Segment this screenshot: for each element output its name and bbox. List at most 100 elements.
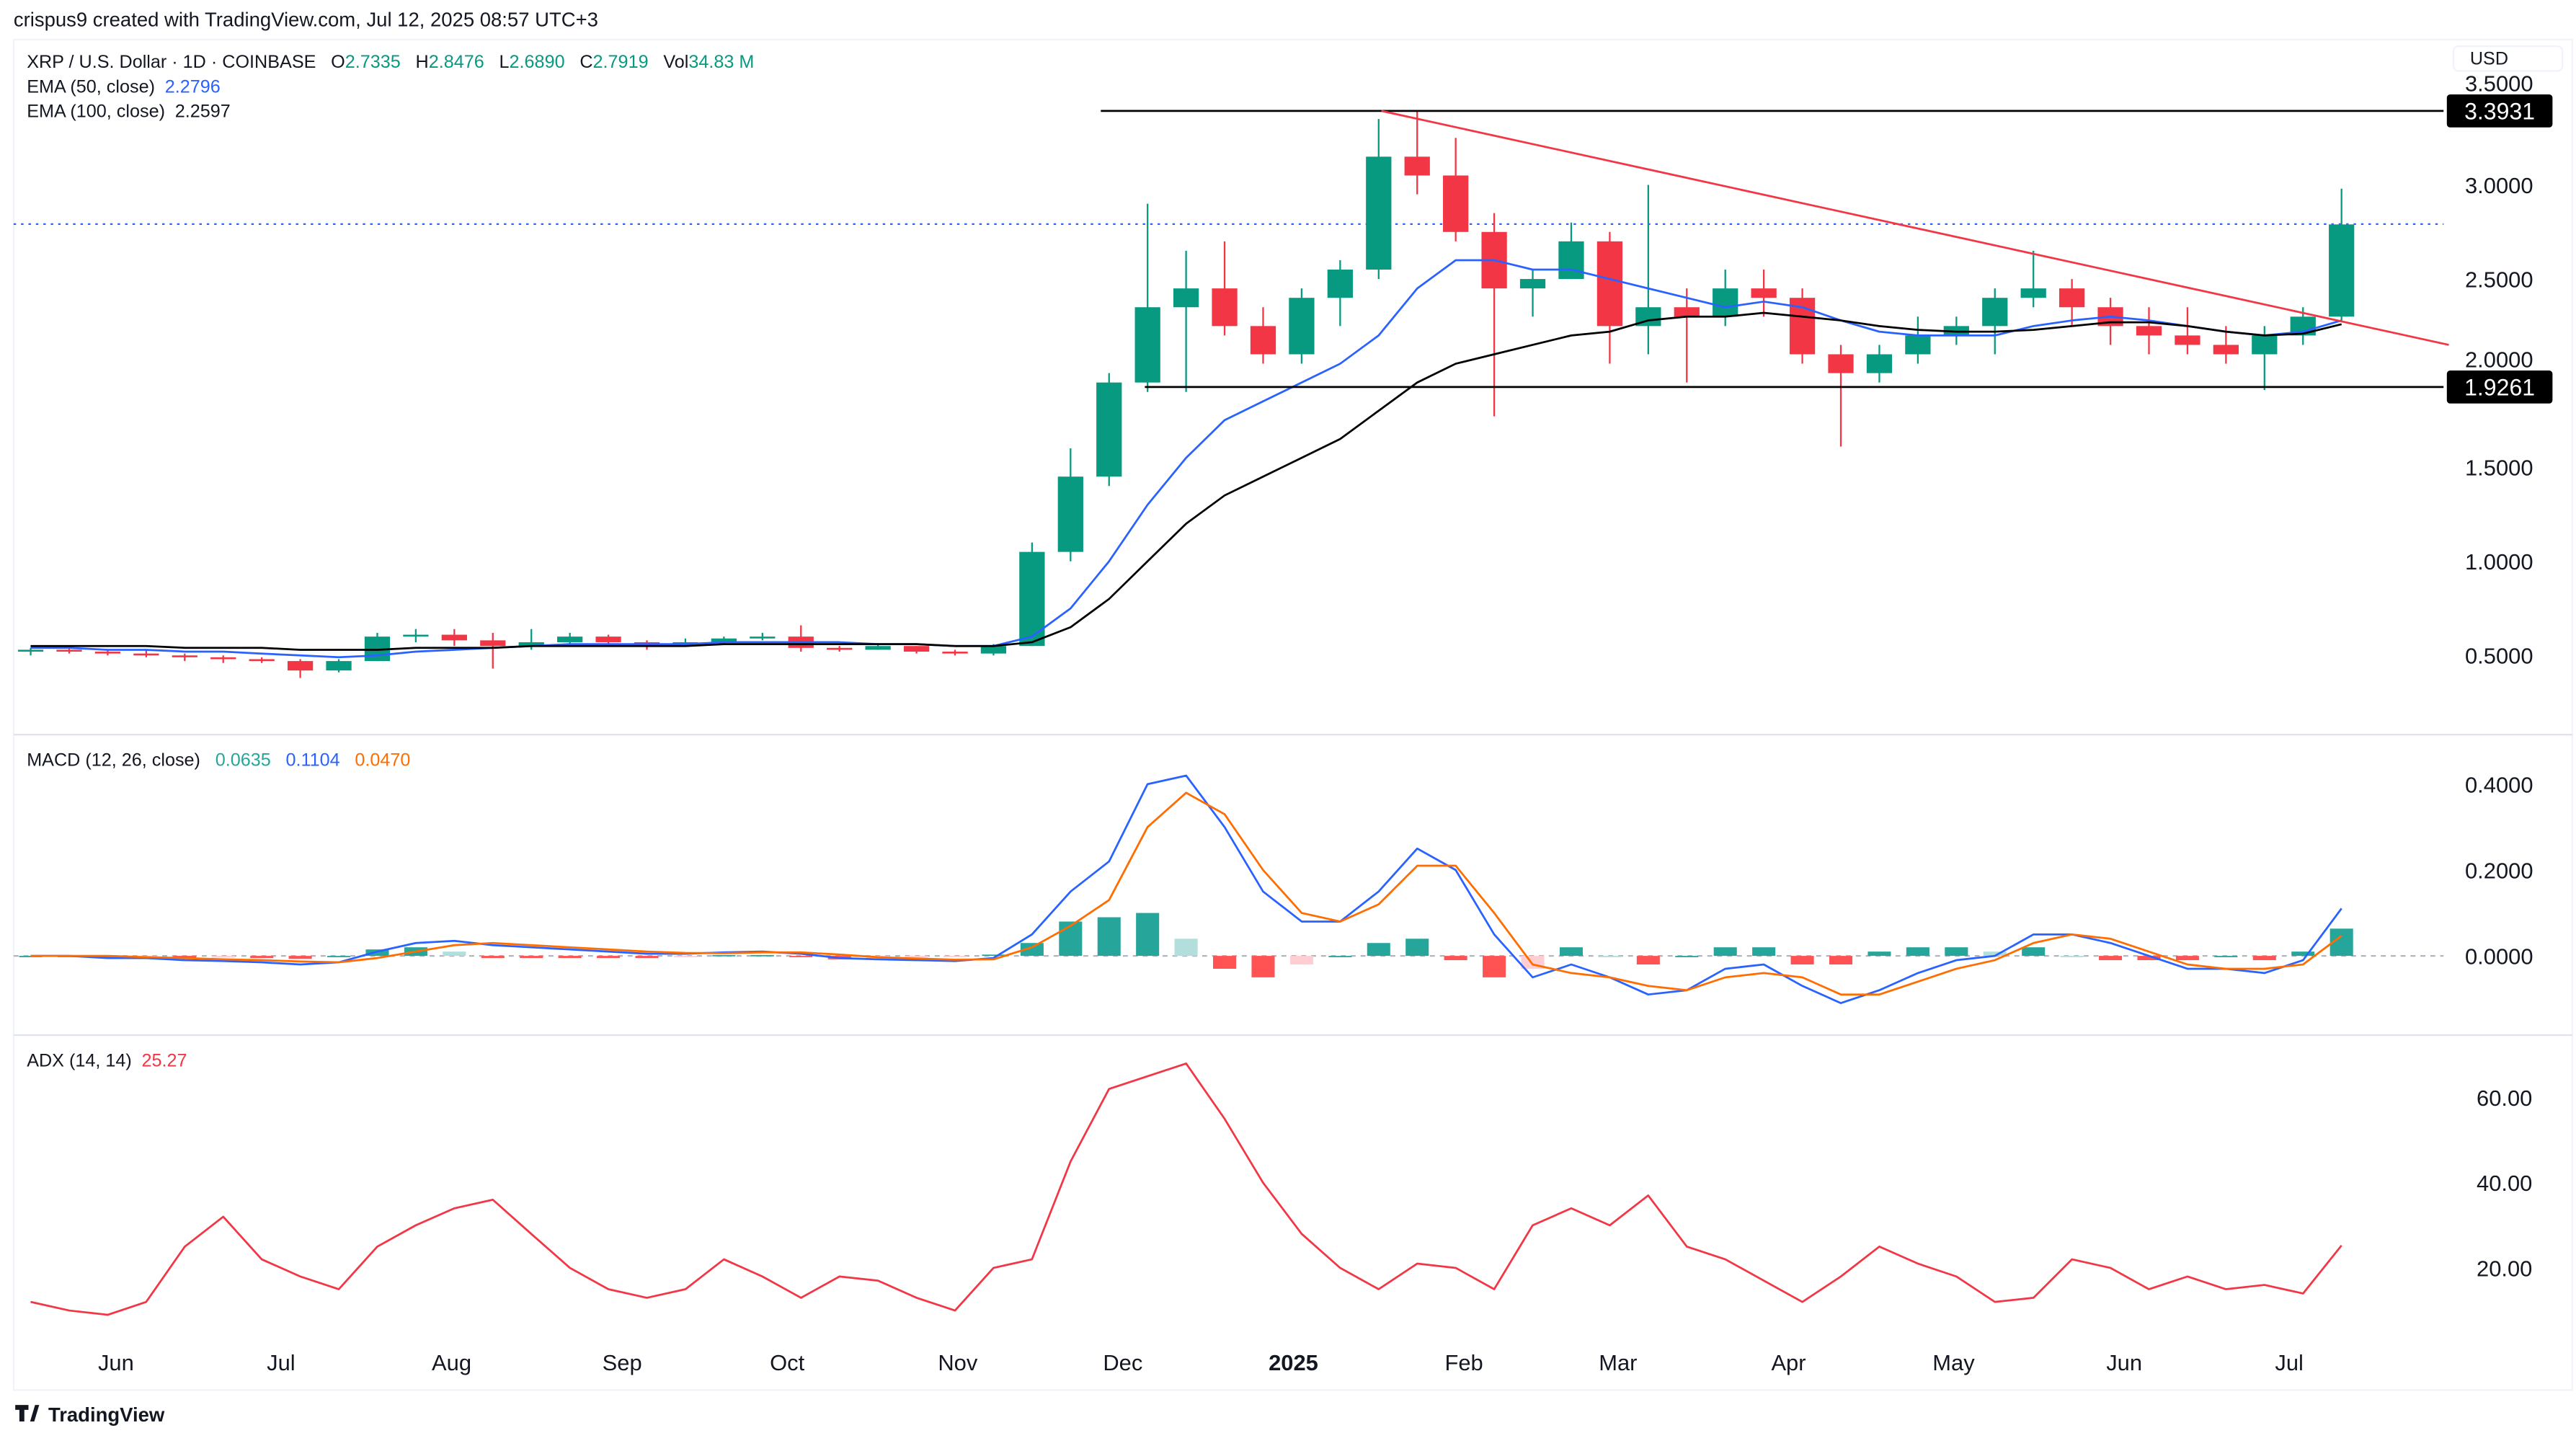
candle-body: [1443, 175, 1469, 232]
candle: [1096, 373, 1122, 487]
candle: [1519, 270, 1546, 317]
macd-histogram-bar: [1829, 956, 1853, 965]
candle-body: [2252, 335, 2278, 355]
candle-body: [94, 652, 121, 654]
time-tick-label: Feb: [1444, 1350, 1483, 1375]
ema100-legend[interactable]: EMA (100, close) 2.2597: [27, 102, 231, 122]
candle: [903, 646, 930, 654]
macd-histogram-bar: [250, 956, 274, 959]
time-tick-label: Jun: [2106, 1350, 2142, 1375]
macd-histogram-bar: [1328, 956, 1352, 957]
candle: [2175, 307, 2200, 355]
candle-body: [1212, 288, 1238, 327]
price-pane[interactable]: [13, 110, 2449, 678]
candle-body: [17, 649, 44, 652]
candle-body: [2058, 288, 2085, 308]
candle-body: [865, 646, 891, 650]
time-tick-label: 2025: [1269, 1350, 1318, 1375]
macd-histogram-bar: [982, 954, 1005, 957]
candle-body: [2329, 224, 2355, 317]
price-tick-label: 3.0000: [2465, 173, 2533, 198]
macd-histogram-bar: [1675, 956, 1699, 957]
ema50-legend[interactable]: EMA (50, close) 2.2796: [27, 76, 221, 97]
macd-pane[interactable]: [13, 774, 2444, 1004]
candle-body: [750, 636, 776, 639]
macd-histogram-bar: [712, 954, 736, 957]
candle: [326, 659, 352, 673]
candle: [595, 634, 621, 644]
candle-body: [1519, 279, 1546, 289]
symbol-title: XRP / U.S. Dollar · 1D · COINBASE: [27, 52, 316, 72]
macd-legend[interactable]: MACD (12, 26, close) 0.0635 0.1104 0.047…: [27, 750, 410, 771]
macd-histogram-bar: [1020, 943, 1044, 957]
candle-body: [56, 649, 82, 652]
candle-body: [1828, 354, 1854, 373]
candle-body: [133, 653, 159, 656]
candle-body: [980, 646, 1007, 654]
macd-histogram-bar: [2175, 956, 2199, 961]
macd-tick-label: 0.0000: [2465, 944, 2533, 970]
tradingview-logo[interactable]: TradingView: [15, 1403, 165, 1426]
macd-histogram-bar: [1097, 917, 1121, 957]
macd-histogram-bar: [1136, 913, 1160, 957]
symbol-legend[interactable]: XRP / U.S. Dollar · 1D · COINBASE O2.733…: [27, 52, 754, 72]
macd-histogram-bar: [2099, 956, 2123, 961]
price-tick-label: 1.0000: [2465, 549, 2533, 574]
macd-histogram-bar: [635, 956, 659, 959]
ema50-line: [30, 259, 2342, 659]
candle: [1134, 203, 1160, 392]
candle-body: [1366, 156, 1392, 270]
candle: [1443, 138, 1469, 241]
price-level-badge-bg: [2446, 94, 2553, 128]
ema50-value: 2.2796: [165, 76, 221, 97]
macd-histogram-bar: [2022, 947, 2046, 957]
candle-body: [2175, 335, 2200, 345]
price-level-badge-label: 1.9261: [2464, 374, 2535, 400]
macd-histogram-bar: [1174, 939, 1198, 957]
macd-tick-label: 0.4000: [2465, 772, 2533, 797]
macd-signal-value: 0.0470: [355, 750, 410, 771]
candle-body: [480, 640, 506, 647]
macd-histogram-bar: [1752, 947, 1776, 957]
candle-body: [1751, 288, 1777, 298]
macd-histogram-bar: [905, 956, 928, 958]
candle-body: [1327, 270, 1353, 298]
candle-body: [1057, 476, 1083, 552]
candle-body: [518, 642, 544, 647]
macd-histogram-bar: [789, 956, 813, 957]
currency-button[interactable]: USD: [2452, 45, 2564, 72]
candle: [1327, 259, 1353, 327]
adx-pane[interactable]: [30, 1062, 2342, 1316]
macd-histogram-bar: [288, 956, 312, 959]
macd-histogram-bar: [673, 956, 697, 957]
candle-body: [1173, 288, 1199, 308]
adx-tick-label: 40.00: [2477, 1171, 2532, 1196]
price-level-badge-label: 3.3931: [2464, 98, 2535, 124]
low-value: 2.6890: [510, 52, 565, 72]
candle: [1751, 270, 1777, 317]
candle-body: [1982, 298, 2008, 327]
macd-histogram-bar: [1213, 956, 1237, 969]
candle: [942, 649, 968, 656]
candle: [1828, 345, 1854, 447]
macd-histogram-bar: [96, 956, 120, 959]
candle-body: [210, 657, 236, 660]
price-level-badge: 1.9261: [2446, 371, 2553, 404]
candle-body: [942, 652, 968, 654]
macd-histogram-bar: [1983, 951, 2007, 957]
adx-legend[interactable]: ADX (14, 14) 25.27: [27, 1051, 187, 1071]
price-tick-label: 0.5000: [2465, 644, 2533, 669]
macd-histogram-bar: [1906, 947, 1929, 957]
candle-body: [1558, 241, 1584, 280]
candle-body: [595, 636, 621, 642]
candle-body: [827, 647, 853, 650]
candle: [2136, 307, 2162, 355]
candle: [172, 653, 197, 662]
high-value: 2.8476: [429, 52, 484, 72]
time-tick-label: Sep: [603, 1350, 642, 1375]
macd-hist-value: 0.0635: [216, 750, 271, 771]
macd-histogram-bar: [1444, 956, 1467, 961]
time-tick-label: Nov: [938, 1350, 978, 1375]
macd-histogram-bar: [1636, 956, 1660, 965]
